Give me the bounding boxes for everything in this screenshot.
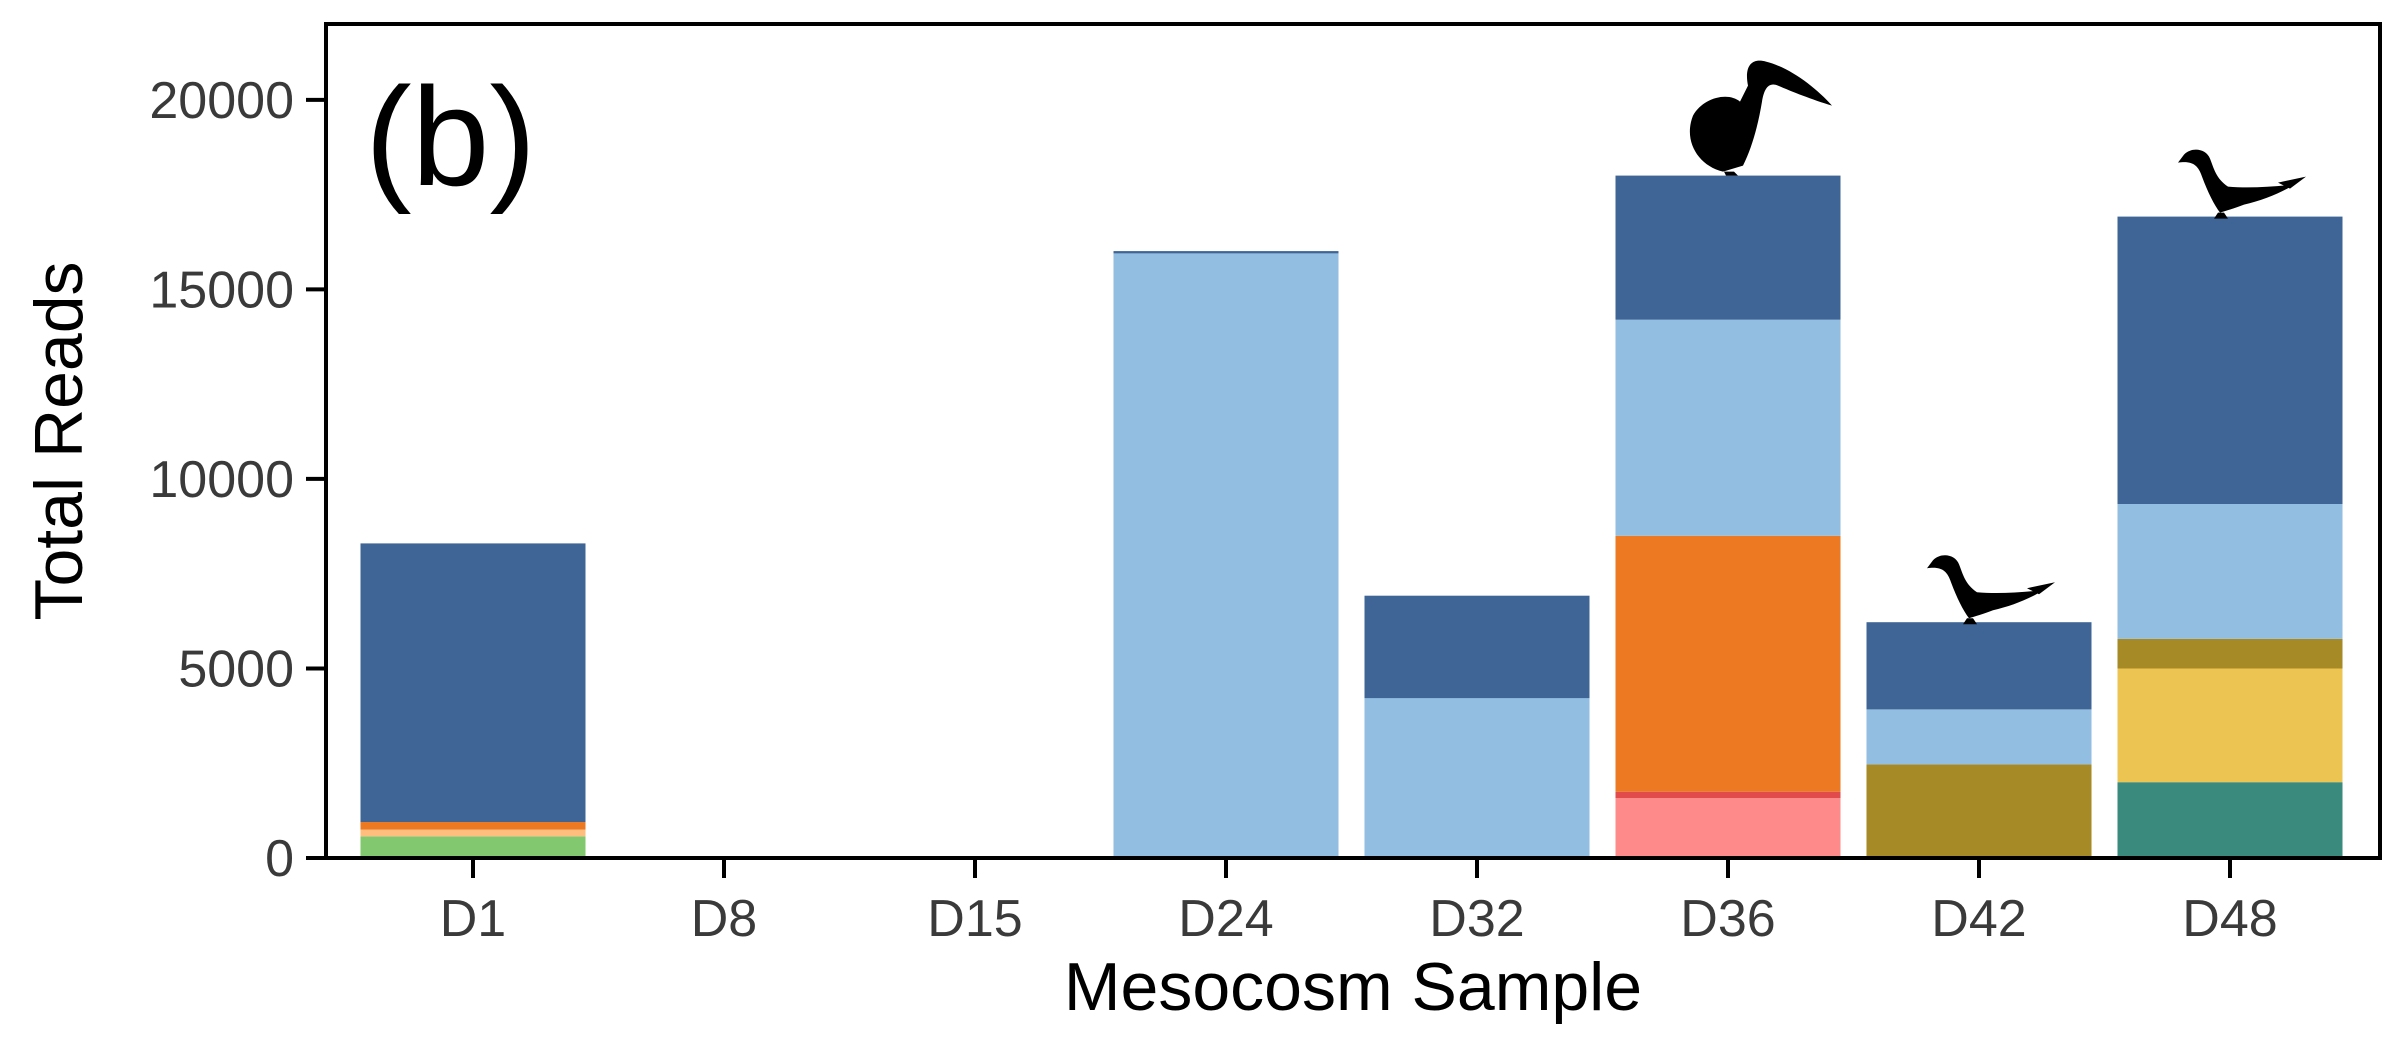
bar-segment-d24-8 xyxy=(1113,253,1339,858)
bar-segment-d1-3 xyxy=(360,836,586,858)
x-tick-label-d15: D15 xyxy=(927,890,1022,948)
bar-segment-d24-9 xyxy=(1113,251,1339,254)
bar-segment-d36-6 xyxy=(1615,791,1841,799)
bar-segment-d48-0 xyxy=(2117,782,2343,858)
y-tick-label-10000: 10000 xyxy=(149,451,294,509)
bar-segment-d1-9 xyxy=(360,543,586,822)
bar-segment-d1-7 xyxy=(360,822,586,830)
x-tick-label-d1: D1 xyxy=(440,890,506,948)
y-tick-label-20000: 20000 xyxy=(149,72,294,130)
y-axis: 0 5000 10000 15000 20000 xyxy=(149,72,326,888)
seabird-silhouette-icon xyxy=(2178,149,2306,219)
x-tick-label-d8: D8 xyxy=(691,890,757,948)
bar-segment-d48-8 xyxy=(2117,503,2343,639)
x-tick-label-d36: D36 xyxy=(1680,890,1775,948)
bar-segment-d48-9 xyxy=(2117,216,2343,504)
bar-segment-d42-9 xyxy=(1866,622,2092,710)
x-tick-label-d32: D32 xyxy=(1429,890,1524,948)
panel-label: (b) xyxy=(365,58,536,215)
icons-layer xyxy=(1689,60,2306,625)
plot-frame xyxy=(324,22,2382,860)
bar-segment-d32-9 xyxy=(1364,595,1590,699)
bar-segment-d32-8 xyxy=(1364,698,1590,858)
y-tick-label-15000: 15000 xyxy=(149,261,294,319)
x-axis: D1 D8 D15 D24 D32 D36 D42 D48 xyxy=(440,858,2278,948)
bar-segment-d48-1 xyxy=(2117,668,2343,783)
bar-segment-d1-4 xyxy=(360,829,586,837)
y-tick-label-0: 0 xyxy=(265,830,294,888)
seabird-silhouette-icon xyxy=(1927,555,2055,625)
y-tick-label-5000: 5000 xyxy=(178,640,294,698)
y-axis-title: Total Reads xyxy=(21,261,97,620)
bar-segment-d42-2 xyxy=(1866,764,2092,858)
bars-layer xyxy=(360,175,2343,858)
bar-segment-d36-9 xyxy=(1615,175,1841,320)
x-axis-title: Mesocosm Sample xyxy=(1064,949,1642,1025)
bar-segment-d36-8 xyxy=(1615,319,1841,536)
bar-segment-d36-5 xyxy=(1615,798,1841,858)
x-tick-label-d42: D42 xyxy=(1931,890,2026,948)
pelican-silhouette-icon xyxy=(1689,60,1832,176)
x-tick-label-d24: D24 xyxy=(1178,890,1273,948)
bar-segment-d42-8 xyxy=(1866,709,2092,765)
bar-segment-d36-7 xyxy=(1615,535,1841,792)
bar-segment-d48-2 xyxy=(2117,638,2343,669)
x-tick-label-d48: D48 xyxy=(2182,890,2277,948)
